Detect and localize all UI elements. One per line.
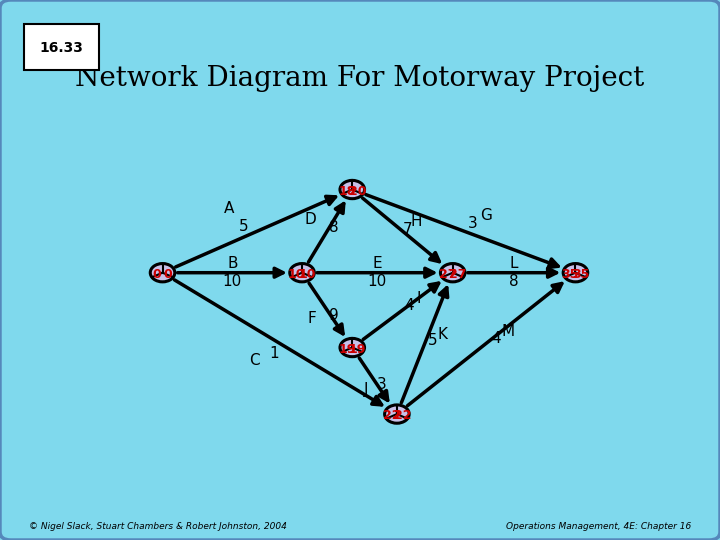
Text: 19: 19 [349,343,366,356]
Circle shape [289,264,315,282]
Text: 8: 8 [509,274,519,289]
Text: 16.33: 16.33 [40,40,83,55]
Text: L: L [510,256,518,271]
Text: F: F [307,311,316,326]
Text: 19: 19 [338,343,356,356]
Text: G: G [480,208,492,223]
Text: 0: 0 [153,268,161,281]
Text: 27: 27 [438,268,456,281]
Text: Operations Management, 4E: Chapter 16: Operations Management, 4E: Chapter 16 [506,522,691,531]
Circle shape [384,405,409,423]
Text: 10: 10 [368,274,387,289]
Text: 4: 4 [405,299,414,313]
Text: D: D [305,212,316,227]
Text: I: I [417,291,421,306]
Text: C: C [249,353,260,368]
Text: 4: 4 [492,331,501,346]
Text: 20: 20 [349,185,366,198]
Circle shape [340,180,364,199]
Circle shape [340,339,364,357]
Text: 5: 5 [238,219,248,234]
Text: 5: 5 [428,333,438,348]
Text: A: A [225,201,235,216]
Text: K: K [438,327,448,342]
Text: 7: 7 [403,221,413,237]
Text: 3: 3 [377,376,386,392]
Text: 0: 0 [163,268,172,281]
Text: 27: 27 [449,268,467,281]
Text: 35: 35 [572,268,590,281]
Text: Network Diagram For Motorway Project: Network Diagram For Motorway Project [76,65,644,92]
Text: 3: 3 [468,216,477,231]
Text: 8: 8 [329,220,338,235]
Circle shape [150,264,175,282]
Text: 9: 9 [329,308,338,322]
Text: 10: 10 [299,268,316,281]
Circle shape [441,264,465,282]
Text: M: M [502,324,515,339]
Text: E: E [372,256,382,271]
Text: 22: 22 [383,409,400,422]
Text: © Nigel Slack, Stuart Chambers & Robert Johnston, 2004: © Nigel Slack, Stuart Chambers & Robert … [29,522,287,531]
Circle shape [563,264,588,282]
Text: B: B [227,256,238,271]
Text: H: H [410,214,422,230]
Text: 10: 10 [222,274,242,289]
Text: 10: 10 [288,268,305,281]
Text: 35: 35 [562,268,579,281]
Text: J: J [364,382,369,397]
Text: 18: 18 [338,185,356,198]
Text: 1: 1 [269,346,279,361]
Text: 22: 22 [394,409,411,422]
